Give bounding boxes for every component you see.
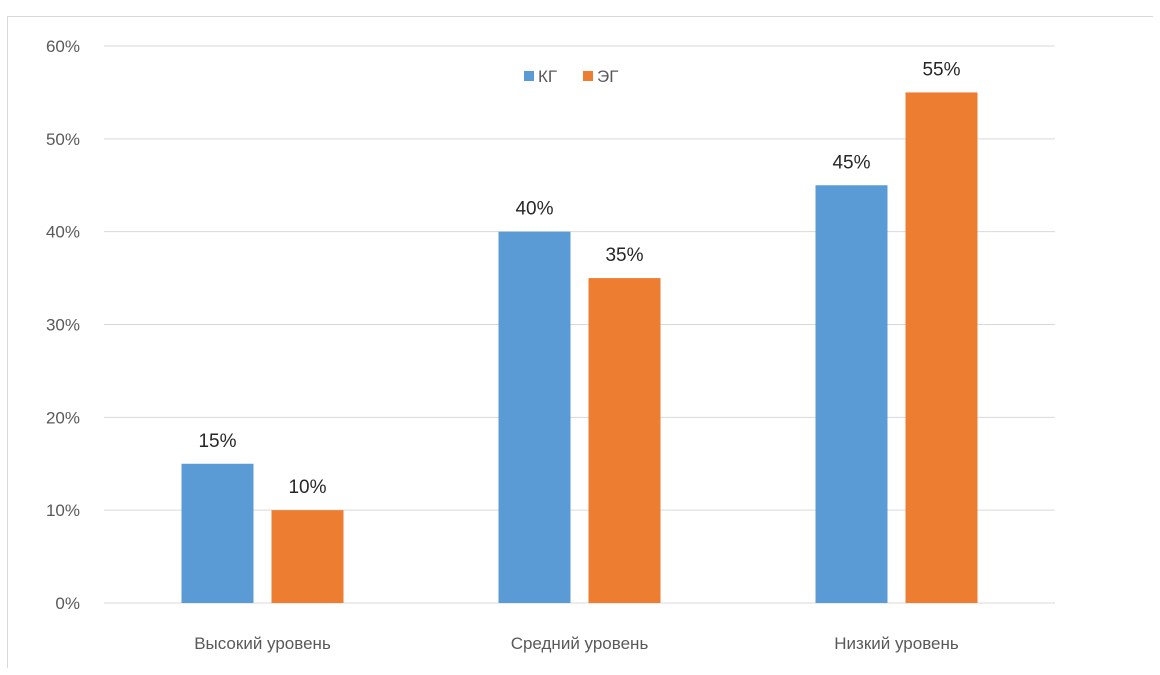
data-label: 40% [515, 199, 553, 220]
gridlines [104, 45, 1055, 604]
legend-label-kg: КГ [538, 67, 557, 86]
data-label: 10% [288, 477, 326, 498]
data-label: 45% [832, 152, 870, 173]
x-tick-label: Высокий уровень [194, 634, 331, 653]
x-axis-ticks: Высокий уровень Средний уровень Низкий уро… [194, 634, 959, 653]
y-tick-label: 0% [55, 594, 80, 613]
legend-swatch-kg [524, 71, 534, 81]
bar [271, 510, 344, 603]
data-label: 15% [198, 431, 236, 452]
y-tick-label: 30% [46, 316, 80, 335]
legend-swatch-eg [583, 71, 593, 81]
y-tick-label: 60% [46, 37, 80, 56]
bar [498, 231, 571, 603]
y-tick-label: 20% [46, 408, 80, 427]
bars [181, 92, 978, 604]
x-tick-label: Средний уровень [511, 634, 649, 653]
bar [815, 185, 888, 603]
bar [181, 463, 254, 603]
y-tick-label: 10% [46, 501, 80, 520]
chart-frame [7, 16, 1153, 668]
legend: КГ ЭГ [524, 67, 618, 86]
y-tick-label: 50% [46, 130, 80, 149]
bar [905, 92, 978, 604]
x-tick-label: Низкий уровень [834, 634, 959, 653]
bar [588, 278, 661, 603]
data-label: 35% [605, 245, 643, 266]
y-tick-label: 40% [46, 223, 80, 242]
legend-label-eg: ЭГ [597, 67, 618, 86]
data-labels: 15% 10% 40% 35% 45% 55% [198, 59, 960, 498]
data-label: 55% [922, 59, 960, 80]
y-axis-ticks: 0% 10% 20% 30% 40% 50% 60% [46, 37, 80, 613]
